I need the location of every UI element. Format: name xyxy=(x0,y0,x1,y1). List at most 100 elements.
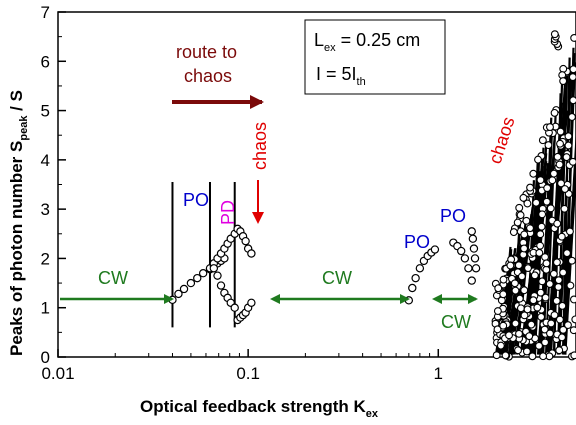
chaos-point xyxy=(499,290,508,299)
chaos-point xyxy=(509,228,518,237)
x-axis-title: Optical feedback strength Kex xyxy=(140,397,379,420)
chaos-point xyxy=(538,277,547,286)
chaos-point xyxy=(539,352,548,361)
chaos-point xyxy=(536,288,545,297)
chaos-point xyxy=(540,325,549,334)
chaos-point xyxy=(552,296,561,305)
route-text-line2: chaos xyxy=(184,66,232,86)
chaos-point xyxy=(567,256,576,265)
data-point xyxy=(216,281,226,290)
data-point xyxy=(471,264,481,273)
chaos-region xyxy=(491,30,576,361)
y-tick-label: 5 xyxy=(41,102,50,121)
chaos-point xyxy=(555,315,564,324)
chaos-point xyxy=(506,261,515,270)
chaos-point xyxy=(522,347,531,356)
chaos-point xyxy=(569,326,576,335)
data-point xyxy=(467,276,476,285)
chaos-point xyxy=(537,312,546,321)
chaos-point xyxy=(542,197,551,206)
chaos-point xyxy=(535,341,543,350)
x-tick-label: 1 xyxy=(434,364,443,383)
svg-text:Lex = 0.25 cm: Lex = 0.25 cm xyxy=(314,30,420,54)
scatter-points xyxy=(168,224,481,325)
chaos-point xyxy=(529,169,538,178)
chaos-point xyxy=(542,259,551,268)
data-point xyxy=(411,273,420,283)
data-point xyxy=(241,236,250,246)
pd-label: PD xyxy=(218,200,238,225)
chaos-point xyxy=(499,275,508,284)
chaos-point xyxy=(556,139,564,148)
chaos-point xyxy=(566,281,575,290)
chaos-point xyxy=(510,279,519,288)
chaos-point xyxy=(570,351,576,360)
chaos-point xyxy=(520,244,529,253)
chaos-point xyxy=(501,351,510,360)
cw-label-3: CW xyxy=(441,312,471,332)
data-point xyxy=(464,264,473,273)
chaos-point xyxy=(548,176,557,185)
chaos-point xyxy=(560,204,569,213)
po-label-2: PO xyxy=(404,232,430,252)
chaos-point xyxy=(541,338,550,347)
chaos-point xyxy=(496,341,505,350)
data-point xyxy=(468,234,478,243)
y-axis-title: Peaks of photon number Speak / S xyxy=(7,90,30,356)
data-point xyxy=(408,283,417,293)
chaos-point xyxy=(553,152,562,161)
chaos-point xyxy=(559,268,568,277)
chaos-point xyxy=(555,160,564,169)
cw-label-1: CW xyxy=(98,268,128,288)
y-axis-ticks: 0 1 2 3 4 5 6 7 xyxy=(41,3,66,367)
chaos-stripe xyxy=(564,149,576,355)
chaos-point xyxy=(556,127,565,136)
chaos-point xyxy=(519,193,528,202)
chaos-point xyxy=(534,155,542,164)
y-tick-label: 7 xyxy=(41,3,50,22)
data-point xyxy=(193,273,202,283)
chaos-point xyxy=(568,113,576,121)
chaos-point xyxy=(550,108,559,117)
chaos-point xyxy=(493,325,502,334)
chaos-point xyxy=(558,301,567,310)
chaos-point xyxy=(530,271,539,280)
chaos-point xyxy=(543,184,552,193)
chaos-point xyxy=(536,241,545,250)
chaos-point xyxy=(535,248,544,257)
chaos-point xyxy=(555,346,564,355)
chaos-point xyxy=(557,232,566,241)
chaos-point xyxy=(536,176,545,184)
chaos-label-1: chaos xyxy=(250,122,270,170)
chaos-point xyxy=(570,295,576,304)
chaos-point xyxy=(564,321,572,330)
chaos-point xyxy=(558,333,566,342)
chaos-point xyxy=(564,141,573,150)
chaos-point xyxy=(523,305,532,314)
chaos-point xyxy=(562,153,571,162)
chaos-point xyxy=(523,199,532,208)
chaos-point xyxy=(550,30,559,39)
chaos-point xyxy=(546,204,555,213)
chaos-point xyxy=(532,198,541,207)
chaos-point xyxy=(505,331,513,340)
chaos-point xyxy=(511,319,520,328)
chaos-point xyxy=(524,264,532,273)
data-point xyxy=(213,271,222,280)
chaos-point xyxy=(538,136,547,145)
route-to-chaos-annotation: route to chaos xyxy=(172,42,264,109)
chaos-point xyxy=(547,319,556,328)
chaos-point xyxy=(542,265,551,274)
data-point xyxy=(209,264,219,273)
cw-label-2: CW xyxy=(322,268,352,288)
chaos-point xyxy=(520,311,529,320)
chaos-point xyxy=(513,218,522,227)
data-point xyxy=(247,249,256,258)
chaos-point xyxy=(528,352,537,361)
chaos-point xyxy=(499,321,508,330)
route-text-line1: route to xyxy=(176,42,237,62)
y-tick-label: 6 xyxy=(41,52,50,71)
chaos-point xyxy=(520,286,529,295)
chaos-point xyxy=(559,325,568,334)
data-point xyxy=(460,254,470,263)
